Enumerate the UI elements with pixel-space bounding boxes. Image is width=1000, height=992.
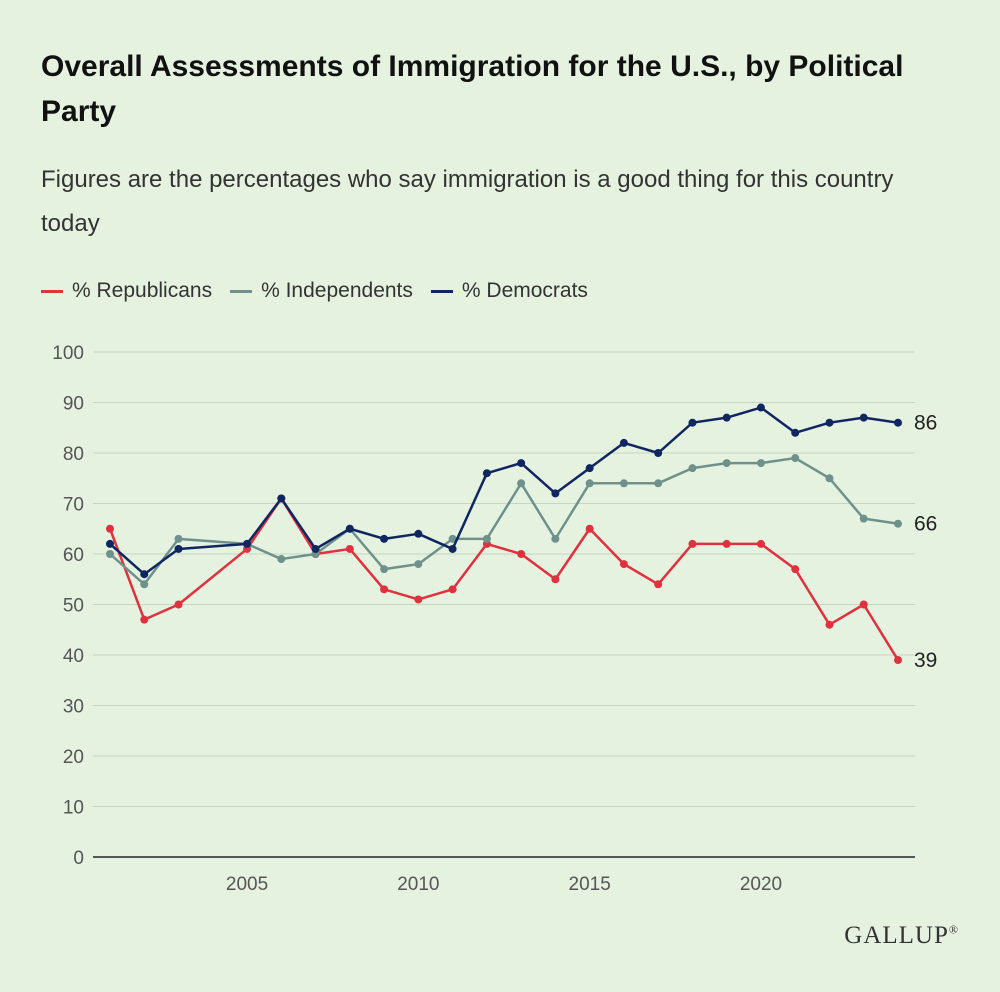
data-point-dem-2001 [106, 540, 114, 548]
data-point-ind-2009 [380, 565, 388, 573]
gallup-logo: GALLUP® [844, 922, 959, 950]
data-point-rep-2011 [449, 585, 457, 593]
data-point-dem-2006 [277, 494, 285, 502]
y-tick-label-30: 30 [63, 697, 84, 718]
data-point-ind-2003 [175, 535, 183, 543]
data-point-dem-2022 [825, 419, 833, 427]
data-point-rep-2016 [620, 560, 628, 568]
data-point-dem-2013 [517, 459, 525, 467]
data-point-dem-2012 [483, 469, 491, 477]
series-line-rep [110, 498, 898, 660]
gallup-logo-text: GALLUP [844, 922, 949, 949]
data-point-ind-2017 [654, 479, 662, 487]
data-point-dem-2011 [449, 545, 457, 553]
data-point-dem-2008 [346, 525, 354, 533]
data-point-dem-2016 [620, 439, 628, 447]
data-point-ind-2002 [140, 580, 148, 588]
data-point-dem-2002 [140, 570, 148, 578]
data-point-dem-2020 [757, 404, 765, 412]
data-point-ind-2021 [791, 454, 799, 462]
data-point-rep-2014 [551, 575, 559, 583]
data-point-rep-2013 [517, 550, 525, 558]
data-point-dem-2019 [723, 414, 731, 422]
data-point-rep-2009 [380, 585, 388, 593]
data-point-dem-2018 [688, 419, 696, 427]
data-point-dem-2024 [894, 419, 902, 427]
data-point-dem-2014 [551, 489, 559, 497]
line-chart: 0 10 20 30 40 50 60 70 80 90 100 2005 2010 2015 2020 39… [0, 0, 1000, 992]
x-tick-label-2010: 2010 [397, 874, 439, 895]
data-point-dem-2005 [243, 540, 251, 548]
data-point-ind-2016 [620, 479, 628, 487]
data-point-rep-2008 [346, 545, 354, 553]
y-tick-label-60: 60 [63, 545, 84, 566]
data-point-ind-2018 [688, 464, 696, 472]
y-tick-label-90: 90 [63, 394, 84, 415]
data-point-rep-2024 [894, 656, 902, 664]
y-tick-label-70: 70 [63, 495, 84, 516]
data-point-rep-2002 [140, 616, 148, 624]
y-tick-label-100: 100 [52, 343, 84, 364]
data-point-ind-2023 [860, 515, 868, 523]
data-point-dem-2021 [791, 429, 799, 437]
x-tick-label-2005: 2005 [226, 874, 268, 895]
data-point-ind-2013 [517, 479, 525, 487]
data-point-rep-2020 [757, 540, 765, 548]
data-point-rep-2001 [106, 525, 114, 533]
data-point-ind-2024 [894, 520, 902, 528]
y-tick-label-10: 10 [63, 798, 84, 819]
data-point-ind-2019 [723, 459, 731, 467]
data-point-rep-2021 [791, 565, 799, 573]
data-point-rep-2018 [688, 540, 696, 548]
y-tick-label-40: 40 [63, 646, 84, 667]
data-point-rep-2019 [723, 540, 731, 548]
data-point-rep-2003 [175, 601, 183, 609]
end-label-dem: 86 [914, 412, 937, 435]
data-point-rep-2010 [414, 595, 422, 603]
end-label-rep: 39 [914, 649, 937, 672]
data-point-ind-2010 [414, 560, 422, 568]
y-tick-label-80: 80 [63, 444, 84, 465]
data-point-dem-2003 [175, 545, 183, 553]
y-tick-label-50: 50 [63, 596, 84, 617]
y-tick-label-0: 0 [73, 848, 84, 869]
data-point-dem-2010 [414, 530, 422, 538]
x-tick-label-2020: 2020 [740, 874, 782, 895]
data-point-ind-2020 [757, 459, 765, 467]
end-label-ind: 66 [914, 513, 937, 536]
data-point-ind-2006 [277, 555, 285, 563]
data-point-ind-2012 [483, 535, 491, 543]
data-point-rep-2015 [586, 525, 594, 533]
trademark-symbol: ® [949, 923, 959, 937]
data-point-ind-2022 [825, 474, 833, 482]
data-point-dem-2009 [380, 535, 388, 543]
data-point-dem-2007 [312, 545, 320, 553]
data-point-ind-2014 [551, 535, 559, 543]
data-point-ind-2001 [106, 550, 114, 558]
data-point-dem-2023 [860, 414, 868, 422]
data-point-dem-2017 [654, 449, 662, 457]
data-point-rep-2023 [860, 601, 868, 609]
data-point-rep-2017 [654, 580, 662, 588]
data-point-dem-2015 [586, 464, 594, 472]
data-point-rep-2022 [825, 621, 833, 629]
x-tick-label-2015: 2015 [569, 874, 611, 895]
y-tick-label-20: 20 [63, 747, 84, 768]
data-point-ind-2015 [586, 479, 594, 487]
